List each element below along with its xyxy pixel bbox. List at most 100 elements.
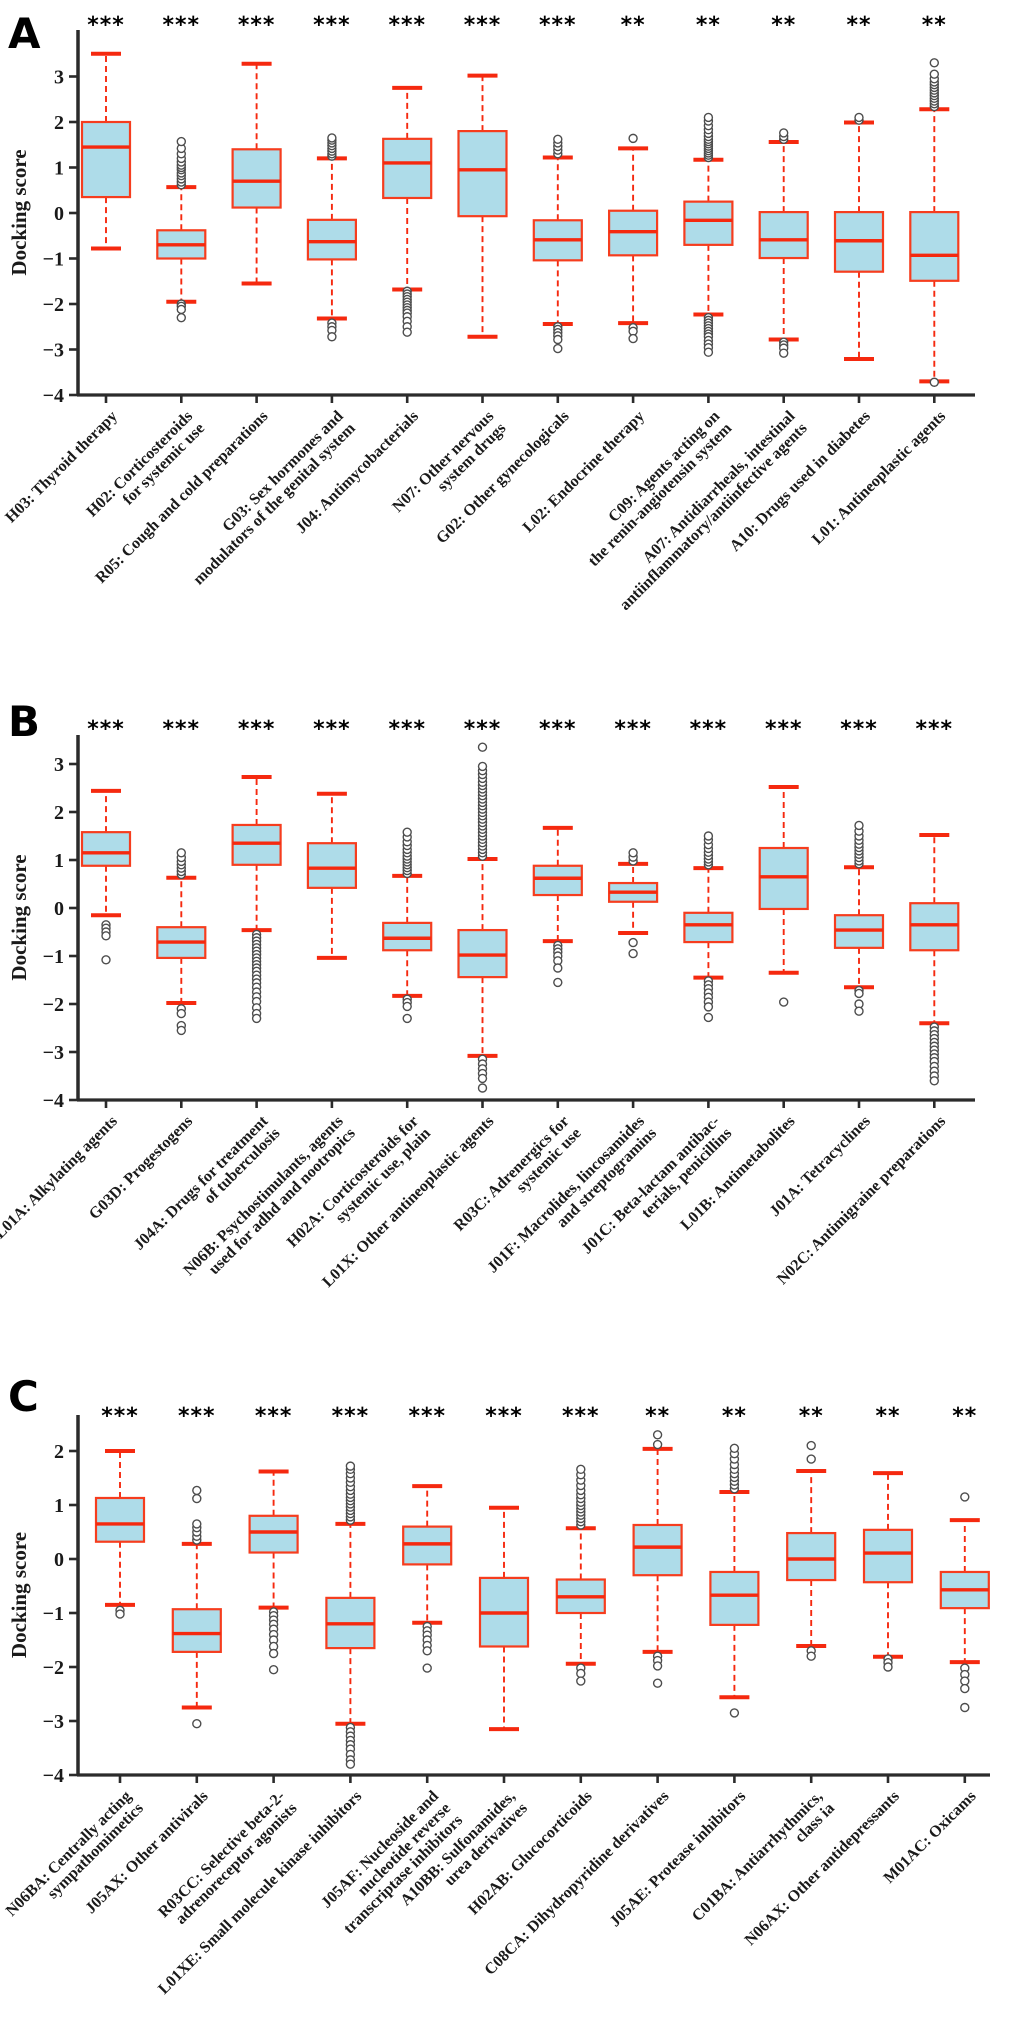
significance-stars: *** bbox=[840, 717, 878, 742]
outlier-point bbox=[854, 820, 864, 831]
outlier-point bbox=[115, 1609, 125, 1619]
outlier-point bbox=[176, 304, 187, 315]
outlier-point bbox=[703, 1012, 714, 1023]
iqr-box bbox=[94, 1496, 146, 1543]
outlier-point bbox=[960, 1676, 970, 1686]
outlier-point bbox=[553, 134, 563, 144]
x-category-label: J05AE: Protease inhibitors bbox=[607, 1788, 750, 1931]
outlier-point bbox=[477, 761, 488, 772]
outlier-point bbox=[402, 327, 412, 337]
outlier-point bbox=[422, 1646, 432, 1656]
significance-stars: *** bbox=[332, 1404, 370, 1429]
iqr-box bbox=[758, 210, 809, 260]
significance-stars: *** bbox=[765, 717, 803, 742]
outlier-point bbox=[703, 1002, 714, 1012]
outlier-point bbox=[192, 1719, 202, 1729]
y-tick-label: −2 bbox=[43, 994, 64, 1016]
significance-stars: *** bbox=[87, 717, 125, 742]
outlier-point bbox=[628, 133, 638, 144]
y-tick-label: 2 bbox=[54, 112, 64, 134]
significance-stars: ** bbox=[952, 1404, 977, 1429]
iqr-box bbox=[306, 842, 357, 889]
outlier-point bbox=[703, 831, 714, 841]
x-category-label: L01A: Alkylating agents bbox=[0, 1113, 121, 1243]
outlier-point bbox=[652, 1430, 663, 1440]
outlier-point bbox=[192, 1519, 202, 1529]
iqr-box bbox=[306, 218, 357, 261]
significance-stars: *** bbox=[388, 717, 426, 742]
outlier-point bbox=[729, 1443, 740, 1454]
panel-c-chart: C2 1 0 −1 −2 −3 −4 Docking score *** N06BA: Centr… bbox=[3, 1372, 990, 1998]
outlier-point bbox=[960, 1702, 970, 1713]
outlier-point bbox=[652, 1661, 663, 1671]
outlier-point bbox=[854, 1006, 864, 1016]
outlier-point bbox=[652, 1678, 663, 1688]
significance-stars: *** bbox=[178, 1404, 216, 1429]
outlier-point bbox=[176, 312, 187, 323]
outlier-point bbox=[192, 1493, 202, 1504]
y-tick-label: −4 bbox=[43, 385, 64, 407]
iqr-box bbox=[80, 831, 132, 867]
outlier-point bbox=[960, 1683, 970, 1694]
iqr-box bbox=[786, 1531, 837, 1582]
boxplot-group: ***G03D: Progestogens bbox=[86, 717, 207, 1223]
outlier-point bbox=[779, 128, 789, 138]
outlier-point bbox=[345, 1759, 356, 1769]
panel-letter: A bbox=[8, 9, 41, 58]
outlier-point bbox=[806, 1454, 816, 1464]
outlier-point bbox=[402, 1013, 412, 1024]
significance-stars: *** bbox=[539, 13, 577, 38]
y-tick-label: 1 bbox=[54, 1495, 64, 1517]
iqr-box bbox=[632, 1523, 683, 1577]
y-tick-label: 3 bbox=[54, 754, 64, 776]
y-tick-label: 2 bbox=[54, 802, 64, 824]
significance-stars: *** bbox=[101, 1404, 139, 1429]
iqr-box bbox=[171, 1608, 222, 1653]
outlier-point bbox=[402, 1001, 412, 1012]
y-tick-label: −1 bbox=[43, 1603, 64, 1625]
outlier-point bbox=[477, 1083, 488, 1093]
outlier-point bbox=[576, 1464, 586, 1475]
y-tick-label: −1 bbox=[43, 249, 64, 271]
significance-stars: ** bbox=[645, 1404, 670, 1429]
significance-stars: *** bbox=[238, 717, 276, 742]
y-tick-label: −2 bbox=[43, 294, 64, 316]
outlier-point bbox=[101, 931, 111, 941]
outlier-point bbox=[929, 58, 939, 68]
outlier-point bbox=[628, 848, 638, 858]
outlier-point bbox=[779, 997, 789, 1007]
outlier-point bbox=[553, 334, 563, 345]
outlier-point bbox=[883, 1662, 893, 1672]
y-tick-label: −3 bbox=[43, 340, 64, 362]
panel-letter: C bbox=[8, 1372, 39, 1421]
y-tick-label: −1 bbox=[43, 946, 64, 968]
significance-stars: ** bbox=[722, 1404, 747, 1429]
significance-stars: *** bbox=[87, 13, 125, 38]
outlier-point bbox=[176, 136, 187, 147]
iqr-box bbox=[382, 137, 433, 200]
outlier-point bbox=[929, 377, 939, 387]
outlier-point bbox=[779, 348, 789, 358]
iqr-box bbox=[862, 1528, 914, 1584]
boxplot-group: ** J05AE: Protease inhibitors bbox=[607, 1404, 760, 1931]
y-tick-label: −3 bbox=[43, 1711, 64, 1733]
y-tick-label: 3 bbox=[54, 67, 64, 89]
outlier-point bbox=[268, 1648, 279, 1659]
outlier-point bbox=[176, 1025, 187, 1036]
outlier-point bbox=[628, 333, 638, 344]
outlier-point bbox=[806, 1440, 816, 1451]
boxplot-group: ***J04A: Drugs for treatmentof tuberculo… bbox=[131, 717, 284, 1254]
outlier-point bbox=[477, 742, 488, 752]
iqr-box bbox=[248, 1514, 299, 1554]
outlier-point bbox=[192, 1485, 202, 1496]
significance-stars: *** bbox=[255, 1404, 293, 1429]
x-category-label: N02C: Antimigraine preparations bbox=[774, 1113, 949, 1288]
outlier-point bbox=[854, 112, 864, 123]
outlier-point bbox=[652, 1439, 663, 1450]
significance-stars: *** bbox=[163, 717, 201, 742]
outlier-point bbox=[703, 112, 714, 123]
significance-stars: *** bbox=[539, 717, 577, 742]
significance-stars: *** bbox=[238, 13, 276, 38]
